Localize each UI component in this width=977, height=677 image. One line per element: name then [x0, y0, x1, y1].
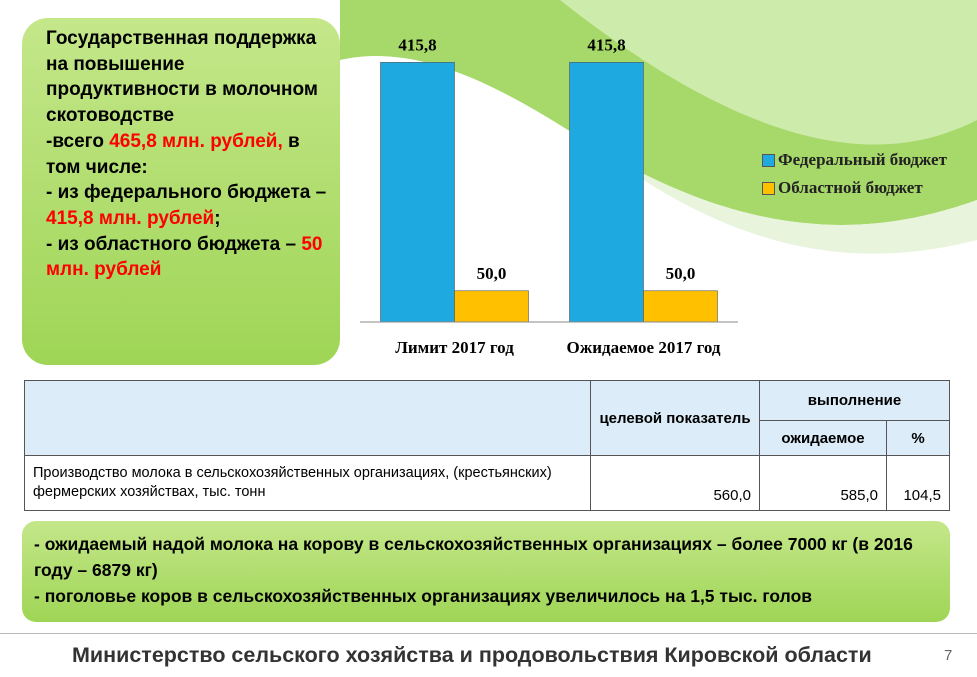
- header-cell: %: [886, 420, 950, 456]
- header-cell: выполнение: [759, 380, 950, 421]
- paragraph: - из федерального бюджета – 415,8 млн. р…: [46, 180, 330, 231]
- paragraph: Государственная поддержка на повышение п…: [46, 26, 330, 129]
- text-run: - из федерального бюджета –: [46, 182, 327, 204]
- paragraph: - ожидаемый надой молока на корову в сел…: [34, 534, 913, 580]
- legend-label: Областной бюджет: [778, 178, 923, 197]
- legend-item: Областной бюджет: [762, 176, 962, 200]
- decor-swoosh: [560, 0, 977, 145]
- note-box: - ожидаемый надой молока на корову в сел…: [22, 521, 950, 622]
- text-run: 50 млн. рублей: [46, 233, 323, 281]
- legend-swatch: [762, 154, 775, 167]
- text-run: - из областного бюджета –: [46, 233, 302, 255]
- text-run: 415,8 млн. рублей: [46, 207, 215, 229]
- data-table: целевой показатель выполнение ожидаемое …: [24, 380, 950, 511]
- paragraph: -всего 465,8 млн. рублей, в том числе:: [46, 129, 330, 180]
- legend-label: Федеральный бюджет: [778, 150, 947, 169]
- data-label: 415,8: [398, 35, 436, 54]
- data-label: 50,0: [477, 264, 507, 283]
- bar: [380, 62, 455, 323]
- text-run: Государственная поддержка на повышение п…: [46, 28, 318, 127]
- paragraph: - поголовье коров в сельскохозяйственных…: [34, 586, 813, 606]
- paragraph: - из областного бюджета – 50 млн. рублей: [46, 232, 330, 283]
- footer: Министерство сельского хозяйства и продо…: [0, 633, 977, 677]
- bar: [569, 62, 644, 323]
- row-label: Производство молока в сельскохозяйственн…: [24, 455, 591, 511]
- data-label: 50,0: [666, 264, 696, 283]
- text-run: ;: [214, 207, 221, 229]
- data-label: 415,8: [587, 35, 625, 54]
- header-cell: целевой показатель: [590, 380, 760, 456]
- info-box: Государственная поддержка на повышение п…: [22, 18, 340, 365]
- x-tick-label: Ожидаемое 2017 год: [566, 338, 720, 357]
- cell: 104,5: [886, 455, 950, 511]
- legend: Федеральный бюджет Областной бюджет: [762, 148, 962, 204]
- page-number: 7: [944, 647, 953, 664]
- header-cell: [24, 380, 591, 456]
- text-run: -всего: [46, 130, 110, 152]
- bar: [454, 290, 529, 323]
- cell: 560,0: [590, 455, 760, 511]
- decor-swoosh: [600, 150, 977, 254]
- text-run: 465,8 млн. рублей,: [109, 130, 283, 152]
- cell: 585,0: [759, 455, 887, 511]
- chart: 415,8 50,0 Лимит 2017 год 415,8 50,0 Ожидаемо…: [340, 0, 977, 357]
- x-tick-label: Лимит 2017 год: [395, 338, 514, 357]
- footer-title: Министерство сельского хозяйства и продо…: [72, 643, 872, 667]
- header-cell: ожидаемое: [759, 420, 887, 456]
- text-run: в том числе:: [46, 130, 300, 178]
- legend-swatch: [762, 182, 775, 195]
- bar: [643, 290, 718, 323]
- legend-item: Федеральный бюджет: [762, 148, 962, 172]
